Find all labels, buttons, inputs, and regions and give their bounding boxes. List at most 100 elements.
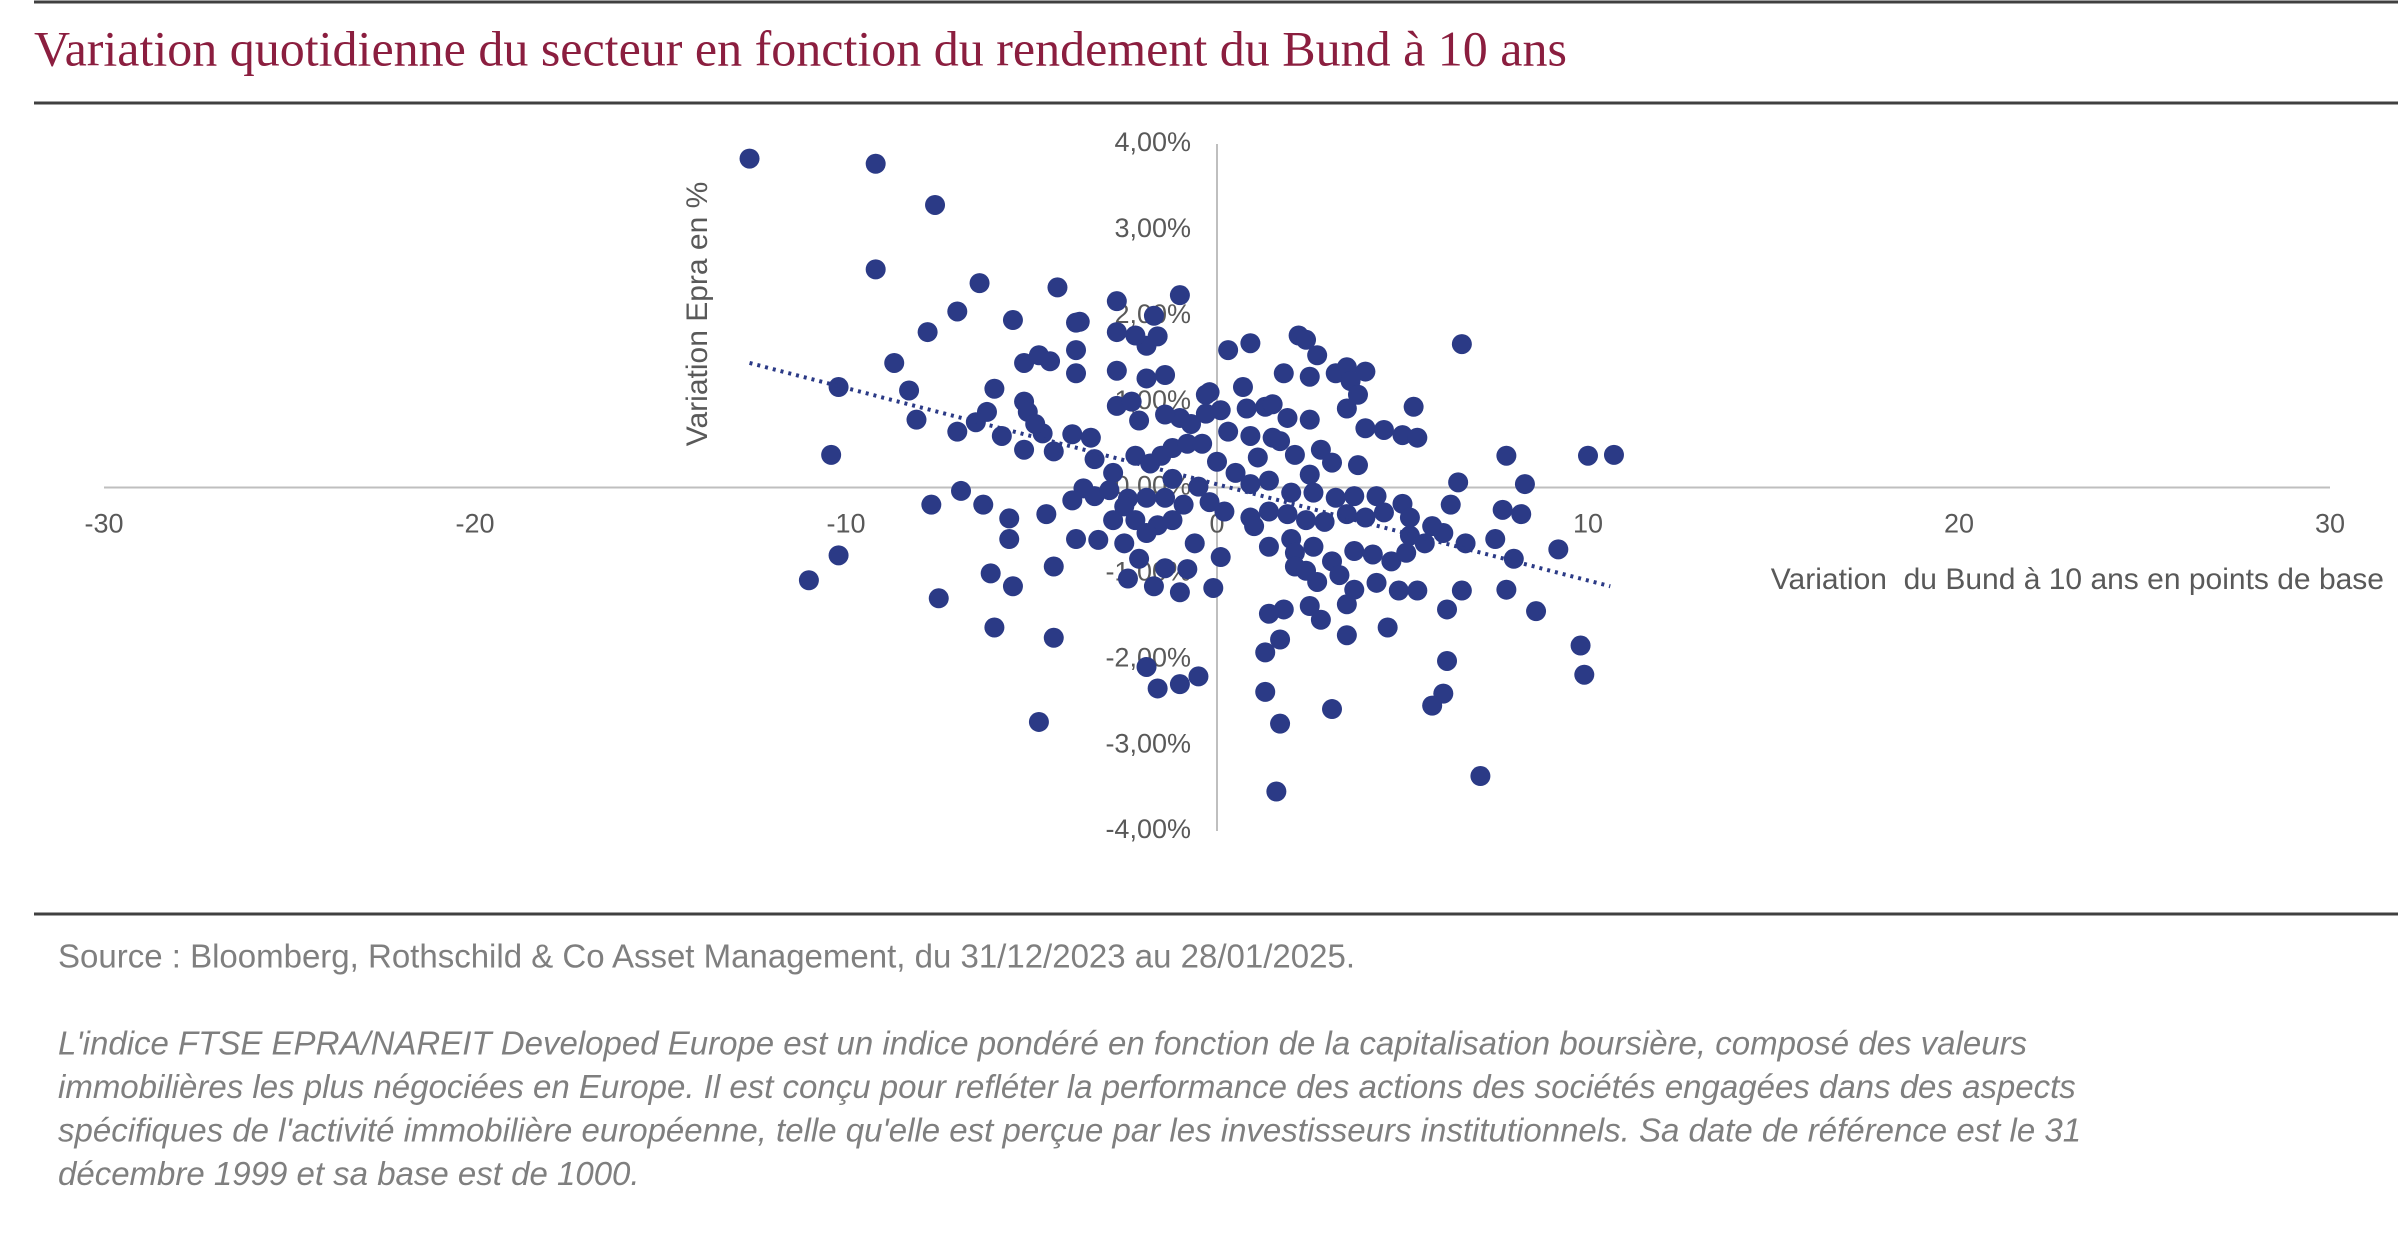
point	[1240, 425, 1261, 446]
point	[1129, 410, 1150, 431]
point	[1255, 642, 1276, 663]
point	[1325, 487, 1346, 508]
point	[1043, 441, 1064, 462]
y-tick-label: 3,00%	[1114, 213, 1191, 243]
point	[1347, 384, 1368, 405]
point	[1143, 305, 1164, 326]
source: Source : Bloomberg, Rothschild & Co Asse…	[58, 938, 1355, 975]
point	[1136, 368, 1157, 389]
point	[1088, 529, 1109, 550]
point	[1169, 674, 1190, 695]
point	[1511, 504, 1532, 525]
point	[1366, 486, 1387, 507]
point	[1399, 507, 1420, 528]
point	[1266, 781, 1287, 802]
point	[1322, 699, 1343, 720]
note-line: L'indice FTSE EPRA/NAREIT Developed Euro…	[58, 1025, 2027, 1062]
point	[1514, 474, 1535, 495]
point	[1377, 617, 1398, 638]
point	[1303, 482, 1324, 503]
point	[828, 545, 849, 566]
point	[1218, 340, 1239, 361]
point	[1188, 666, 1209, 687]
point	[1407, 580, 1428, 601]
point	[1270, 431, 1291, 452]
point	[1403, 396, 1424, 417]
point	[1437, 599, 1458, 620]
point	[1570, 635, 1591, 656]
point	[865, 153, 886, 174]
point	[1066, 529, 1087, 550]
chart-title: Variation quotidienne du secteur en fonc…	[34, 20, 1567, 76]
point	[1336, 594, 1357, 615]
point	[1336, 625, 1357, 646]
point	[1066, 363, 1087, 384]
x-tick-label: -20	[455, 509, 494, 539]
point	[999, 529, 1020, 550]
point	[1284, 444, 1305, 465]
point	[1106, 322, 1127, 343]
point	[1258, 536, 1279, 557]
point	[1207, 451, 1227, 472]
point	[1066, 340, 1087, 361]
point	[1574, 664, 1595, 685]
point	[1362, 544, 1383, 565]
point	[1433, 523, 1454, 544]
point	[1114, 496, 1135, 517]
point	[1381, 551, 1402, 572]
point	[1155, 558, 1176, 579]
point	[1043, 556, 1064, 577]
point	[1155, 365, 1176, 386]
point	[1503, 548, 1524, 569]
plot: -30-20-1001020304,00%3,00%2,00%1,00%0,00…	[84, 127, 2384, 844]
point	[1396, 542, 1417, 563]
point	[1103, 510, 1124, 531]
point	[951, 480, 972, 501]
point	[1322, 452, 1343, 473]
point	[1451, 580, 1472, 601]
point	[1270, 629, 1291, 650]
point	[1147, 678, 1168, 699]
point	[906, 409, 927, 430]
point	[1047, 277, 1068, 298]
point	[1437, 650, 1458, 671]
point	[1236, 398, 1257, 419]
point	[1103, 462, 1124, 483]
point	[1296, 510, 1317, 531]
point	[1147, 326, 1168, 347]
point	[1218, 421, 1239, 442]
point	[1451, 334, 1472, 355]
point	[821, 444, 842, 465]
point	[1084, 449, 1105, 470]
point	[1136, 523, 1157, 544]
point	[1310, 609, 1331, 630]
point	[1177, 433, 1198, 454]
point	[1069, 311, 1090, 332]
point	[1136, 487, 1157, 508]
point	[884, 352, 905, 373]
point	[984, 617, 1005, 638]
point	[991, 425, 1012, 446]
point	[1373, 502, 1394, 523]
point	[980, 563, 1001, 584]
point	[1347, 455, 1368, 476]
point	[1496, 445, 1517, 466]
point	[925, 194, 946, 215]
point	[984, 378, 1005, 399]
point	[1496, 579, 1517, 600]
point	[1169, 285, 1190, 306]
point	[1155, 404, 1176, 425]
point	[1366, 572, 1387, 593]
point	[1129, 548, 1150, 569]
point	[999, 508, 1020, 529]
point	[1173, 494, 1194, 515]
x-tick-label: 20	[1944, 509, 1974, 539]
y-axis-label: Variation Epra en %	[681, 182, 714, 447]
point	[1307, 571, 1328, 592]
point	[1299, 464, 1320, 485]
point	[1258, 501, 1279, 522]
point	[1303, 536, 1324, 557]
point	[1284, 542, 1305, 563]
point	[1188, 476, 1209, 497]
point	[1548, 539, 1569, 560]
